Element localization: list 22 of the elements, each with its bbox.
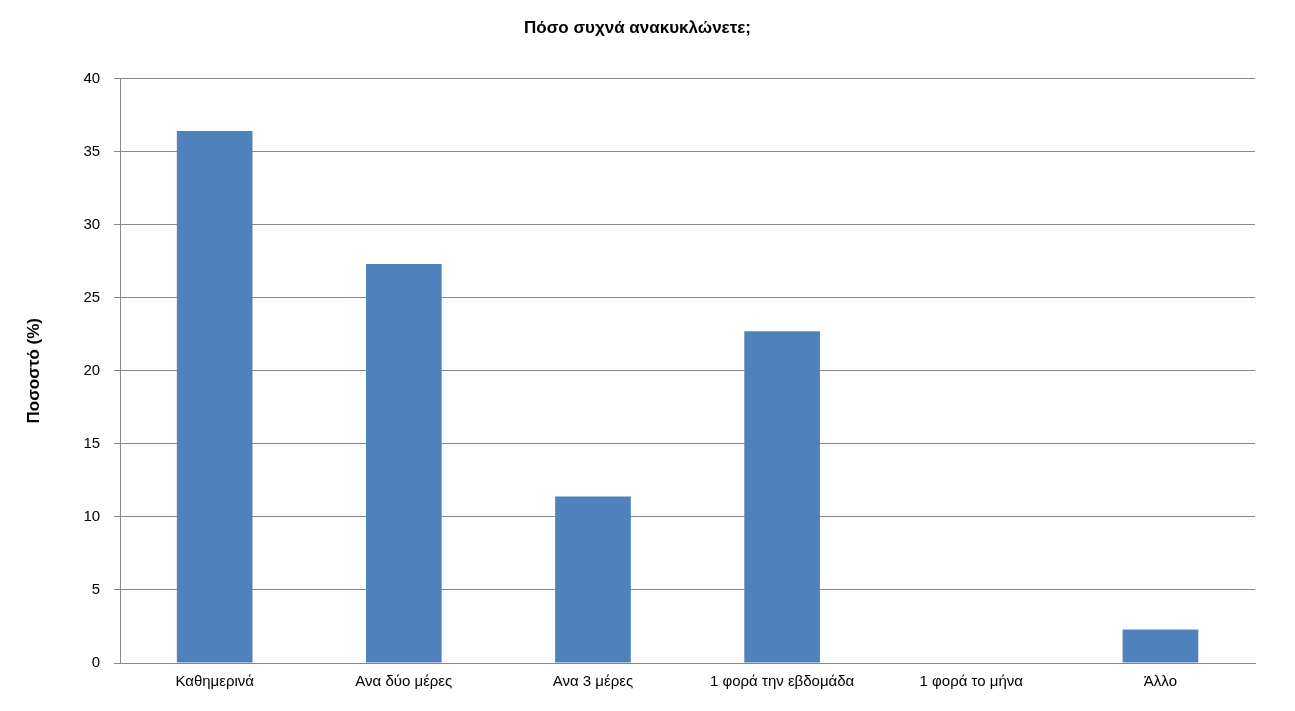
y-tick-label: 35: [83, 141, 101, 159]
x-tick-label: Άλλο: [1143, 672, 1177, 690]
y-tick-label: 25: [83, 287, 101, 305]
bar: [744, 331, 820, 663]
chart-title: Πόσο συχνά ανακυκλώνετε;: [524, 17, 751, 37]
y-tick-label: 0: [91, 653, 101, 671]
x-tick-label: Ανα δύο μέρες: [355, 672, 453, 690]
x-tick-label: 1 φορά την εβδομάδα: [710, 672, 855, 690]
x-tick-label: 1 φορά το μήνα: [919, 672, 1024, 690]
x-tick-label: Καθημερινά: [175, 672, 255, 690]
y-tick-label: 10: [83, 506, 101, 524]
bar: [176, 131, 253, 663]
x-tick-label: Ανα 3 μέρες: [552, 672, 634, 690]
y-tick-label: 5: [91, 580, 101, 598]
bar: [555, 496, 631, 663]
bar: [1122, 629, 1199, 663]
y-axis-title: Ποσοστό (%): [23, 317, 43, 424]
bar: [365, 264, 442, 663]
y-tick-label: 20: [83, 360, 101, 378]
y-tick-label: 30: [83, 214, 101, 232]
y-tick-label: 15: [83, 433, 101, 451]
y-tick-label: 40: [83, 68, 101, 86]
